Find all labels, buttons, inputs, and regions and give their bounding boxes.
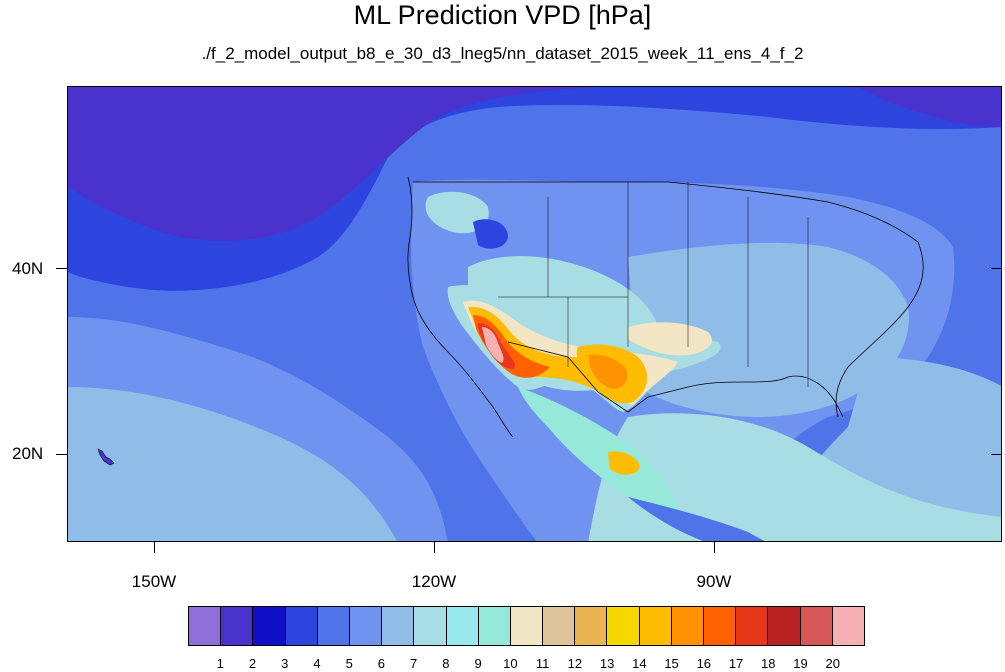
colorbar-swatch: [575, 607, 608, 645]
east-coastline: [835, 241, 924, 418]
colorbar-swatch: [382, 607, 415, 645]
colorbar-label: 13: [599, 656, 615, 671]
colorbar-label: 3: [281, 656, 289, 671]
gulf-of-alaska-dark: [68, 87, 588, 241]
colorbar-swatch: [768, 607, 801, 645]
colorbar: [188, 606, 865, 646]
colorbar-swatch: [832, 607, 864, 645]
west-patch: [425, 191, 489, 234]
x-tick-120w: [434, 542, 435, 553]
colorbar-label: 9: [474, 656, 482, 671]
x-axis-label-120w: 120W: [411, 572, 457, 591]
gulf-band: [588, 413, 1001, 541]
y-tick-20n-right: [991, 454, 1002, 455]
colorbar-swatch: [349, 607, 383, 645]
y-tick-20n-left: [56, 454, 67, 455]
colorbar-swatch: [671, 607, 704, 645]
hudson-dark: [858, 87, 1001, 127]
colorbar-label: 2: [248, 656, 257, 671]
gulf-coastline: [507, 341, 844, 418]
colorbar-swatch: [317, 607, 350, 645]
colorbar-label: 5: [345, 656, 353, 671]
colorbar-label: 18: [761, 656, 776, 671]
map-panel: [67, 86, 1002, 542]
y-axis-label-40n: 40N: [12, 259, 44, 278]
x-tick-150w: [154, 542, 155, 553]
vpd-map: [68, 87, 1001, 541]
y-axis-label-20n: 20N: [12, 444, 44, 463]
colorbar-label: 17: [728, 656, 744, 671]
mexico-orange: [608, 451, 640, 475]
colorbar-swatch: [510, 607, 544, 645]
colorbar-label: 16: [696, 656, 712, 671]
colorbar-label: 19: [793, 656, 808, 671]
x-axis-label-150w: 150W: [131, 572, 177, 591]
plains-tan: [628, 322, 712, 356]
colorbar-swatch: [736, 607, 769, 645]
colorbar-swatch: [543, 607, 576, 645]
colorbar-swatch: [704, 607, 737, 645]
texas-deep-orange: [588, 354, 628, 389]
colorbar-label: 7: [410, 656, 418, 671]
colorbar-label: 12: [567, 656, 583, 671]
eastern-us-band: [628, 242, 909, 417]
y-tick-40n-left: [56, 268, 67, 269]
colorbar-label: 15: [664, 656, 679, 671]
colorbar-label: 11: [535, 656, 550, 671]
colorbar-swatch: [189, 607, 222, 645]
colorbar-label: 14: [632, 656, 647, 671]
colorbar-label: 6: [377, 656, 386, 671]
west-dark-patch: [473, 219, 508, 249]
mexico-teal: [518, 387, 678, 513]
southwest-pink: [482, 327, 504, 363]
colorbar-label: 1: [216, 656, 224, 671]
west-coastline: [407, 176, 514, 438]
colorbar-swatch: [446, 607, 479, 645]
colorbar-swatch: [800, 607, 833, 645]
colorbar-swatch: [607, 607, 640, 645]
x-axis-label-90w: 90W: [696, 572, 732, 591]
x-tick-90w: [714, 542, 715, 553]
pacific-south-band: [68, 387, 397, 541]
us-canada-border: [413, 181, 919, 243]
colorbar-swatch: [253, 607, 286, 645]
colorbar-swatch: [639, 607, 672, 645]
chart-subtitle: ./f_2_model_output_b8_e_30_d3_lneg5/nn_d…: [201, 44, 804, 63]
colorbar-swatch: [414, 607, 447, 645]
colorbar-label: 4: [313, 656, 321, 671]
colorbar-label: 8: [442, 656, 450, 671]
hawaii-islands: [97, 448, 115, 466]
colorbar-label: 10: [503, 656, 518, 671]
colorbar-swatch: [478, 607, 511, 645]
colorbar-swatch: [285, 607, 318, 645]
chart-title: ML Prediction VPD [hPa]: [353, 0, 652, 30]
state-borders: [498, 182, 809, 387]
central-america: [628, 497, 765, 541]
colorbar-label: 20: [825, 656, 840, 671]
y-tick-40n-right: [991, 268, 1002, 269]
colorbar-swatch: [221, 607, 254, 645]
